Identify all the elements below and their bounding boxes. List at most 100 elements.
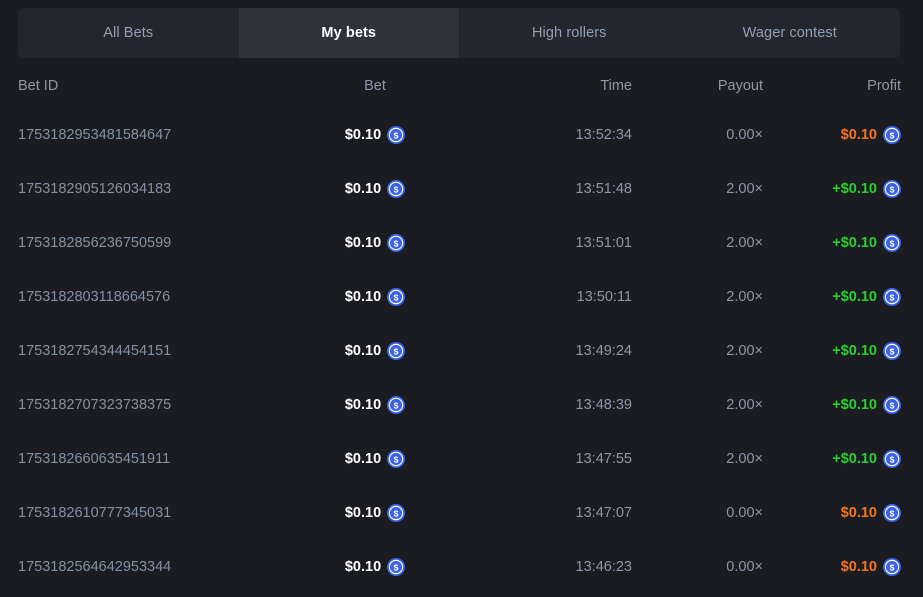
profit-amount: $0.10 $ [841, 504, 901, 522]
cell-bet-id[interactable]: 1753182660635451911 [18, 451, 171, 467]
profit-amount: +$0.10 $ [832, 396, 901, 414]
svg-text:$: $ [394, 239, 399, 249]
bet-amount-value: $0.10 [344, 127, 382, 143]
cell-time: 13:47:55 [575, 451, 632, 467]
cell-bet-id[interactable]: 1753182754344454151 [18, 343, 172, 359]
usdc-coin-icon: $ [883, 396, 901, 414]
table-row[interactable]: 1753182564642953344 $0.10 $13:46:23 0.00× $0… [0, 540, 923, 594]
usdc-coin-icon: $ [883, 180, 901, 198]
table-header-row: Bet ID Bet Time Payout Profit [0, 64, 923, 108]
usdc-coin-icon: $ [387, 504, 406, 522]
table-row[interactable]: 1753182953481584647 $0.10 $13:52:34 0.00× $0… [0, 108, 923, 162]
column-header-bet: Bet [364, 78, 386, 94]
cell-payout: 2.00× [726, 397, 763, 413]
bet-amount-value: $0.10 [344, 397, 382, 413]
svg-text:$: $ [890, 239, 895, 249]
cell-bet: $0.10 $ [308, 342, 442, 360]
profit-amount: +$0.10 $ [832, 234, 901, 252]
cell-time: 13:52:34 [575, 127, 632, 143]
profit-amount: $0.10 $ [841, 558, 901, 576]
cell-profit: +$0.10 $ [763, 234, 901, 252]
cell-bet: $0.10 $ [308, 504, 442, 522]
table-row[interactable]: 1753182803118664576 $0.10 $13:50:11 2.00× +$… [0, 270, 923, 324]
bet-amount-value: $0.10 [344, 559, 382, 575]
tab-all-bets[interactable]: All Bets [103, 25, 154, 41]
tab-wager-contest[interactable]: Wager contest [742, 25, 837, 41]
tab-high-rollers[interactable]: High rollers [531, 25, 607, 41]
svg-text:$: $ [394, 401, 399, 411]
svg-text:$: $ [890, 293, 895, 303]
svg-text:$: $ [890, 401, 895, 411]
cell-bet: $0.10 $ [308, 234, 442, 252]
cell-bet: $0.10 $ [308, 450, 442, 468]
svg-text:$: $ [890, 509, 895, 519]
cell-payout: 2.00× [726, 235, 763, 251]
cell-bet-id[interactable]: 1753182905126034183 [18, 181, 172, 197]
bet-amount-value: $0.10 [344, 181, 382, 197]
bet-amount: $0.10 $ [344, 450, 406, 468]
cell-profit: +$0.10 $ [763, 180, 901, 198]
bet-amount: $0.10 $ [344, 126, 406, 144]
svg-text:$: $ [890, 131, 895, 141]
usdc-coin-icon: $ [387, 180, 406, 198]
svg-text:$: $ [890, 185, 895, 195]
bet-amount: $0.10 $ [344, 396, 406, 414]
cell-profit: +$0.10 $ [763, 342, 901, 360]
bet-amount-value: $0.10 [344, 505, 382, 521]
cell-profit: +$0.10 $ [763, 450, 901, 468]
table-row[interactable]: 1753182754344454151 $0.10 $13:49:24 2.00× +$… [0, 324, 923, 378]
cell-payout: 2.00× [726, 181, 763, 197]
cell-profit: +$0.10 $ [763, 396, 901, 414]
cell-bet: $0.10 $ [308, 180, 442, 198]
svg-text:$: $ [890, 455, 895, 465]
profit-amount: +$0.10 $ [832, 288, 901, 306]
table-row[interactable]: 1753182660635451911 $0.10 $13:47:55 2.00× +$… [0, 432, 923, 486]
cell-bet: $0.10 $ [308, 126, 442, 144]
cell-payout: 0.00× [726, 559, 763, 575]
profit-amount-value: +$0.10 [832, 397, 877, 413]
bet-amount: $0.10 $ [344, 504, 406, 522]
usdc-coin-icon: $ [387, 396, 406, 414]
cell-profit: +$0.10 $ [763, 288, 901, 306]
cell-payout: 0.00× [726, 127, 763, 143]
svg-text:$: $ [394, 293, 399, 303]
svg-text:$: $ [394, 185, 399, 195]
cell-bet-id[interactable]: 1753182707323738375 [18, 397, 172, 413]
cell-bet: $0.10 $ [308, 558, 442, 576]
cell-time: 13:50:11 [576, 289, 632, 305]
column-header-time: Time [600, 78, 632, 94]
bet-amount-value: $0.10 [344, 451, 382, 467]
profit-amount-value: $0.10 [840, 559, 877, 575]
profit-amount: $0.10 $ [841, 126, 901, 144]
svg-text:$: $ [394, 347, 399, 357]
usdc-coin-icon: $ [883, 450, 901, 468]
profit-amount-value: $0.10 [840, 127, 877, 143]
cell-bet-id[interactable]: 1753182803118664576 [18, 289, 171, 305]
usdc-coin-icon: $ [387, 288, 406, 306]
table-row[interactable]: 1753182856236750599 $0.10 $13:51:01 2.00× +$… [0, 216, 923, 270]
bet-amount-value: $0.10 [344, 343, 382, 359]
usdc-coin-icon: $ [387, 126, 406, 144]
cell-bet-id[interactable]: 1753182610777345031 [18, 505, 172, 521]
usdc-coin-icon: $ [883, 288, 901, 306]
cell-bet-id[interactable]: 1753182564642953344 [18, 559, 172, 575]
svg-text:$: $ [890, 563, 895, 573]
usdc-coin-icon: $ [883, 342, 901, 360]
profit-amount: +$0.10 $ [832, 450, 901, 468]
profit-amount: +$0.10 $ [832, 342, 901, 360]
svg-text:$: $ [394, 509, 399, 519]
cell-time: 13:46:23 [575, 559, 632, 575]
profit-amount-value: +$0.10 [832, 451, 877, 467]
profit-amount: +$0.10 $ [832, 180, 901, 198]
cell-bet-id[interactable]: 1753182953481584647 [18, 127, 172, 143]
bet-amount-value: $0.10 [344, 289, 382, 305]
table-row[interactable]: 1753182905126034183 $0.10 $13:51:48 2.00× +$… [0, 162, 923, 216]
bet-amount: $0.10 $ [344, 180, 406, 198]
cell-bet-id[interactable]: 1753182856236750599 [18, 235, 172, 251]
table-row[interactable]: 1753182707323738375 $0.10 $13:48:39 2.00× +$… [0, 378, 923, 432]
cell-payout: 2.00× [726, 289, 763, 305]
tab-my-bets[interactable]: My bets [238, 8, 459, 58]
table-row[interactable]: 1753182610777345031 $0.10 $13:47:07 0.00× $0… [0, 486, 923, 540]
usdc-coin-icon: $ [883, 558, 901, 576]
